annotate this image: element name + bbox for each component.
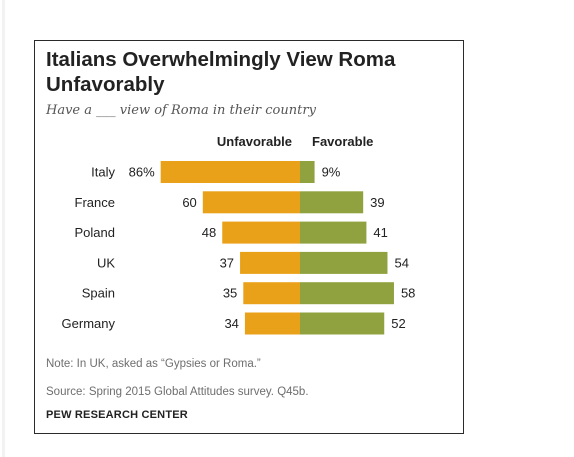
bar-favorable-germany bbox=[300, 312, 385, 335]
category-label-spain: Spain bbox=[82, 286, 115, 301]
bar-favorable-france bbox=[300, 191, 364, 214]
bar-unfavorable-italy bbox=[160, 161, 300, 183]
value-unfavorable-germany: 34 bbox=[224, 316, 238, 331]
bar-favorable-italy bbox=[300, 161, 315, 183]
value-unfavorable-italy: 86% bbox=[129, 165, 155, 180]
bar-favorable-poland bbox=[300, 221, 367, 244]
chart-subtitle: Have a ___ view of Roma in their country bbox=[46, 103, 316, 118]
value-favorable-poland: 41 bbox=[373, 225, 387, 240]
value-unfavorable-france: 60 bbox=[182, 195, 196, 210]
chart-title: Italians Overwhelmingly View Roma Unfavo… bbox=[46, 48, 396, 96]
bar-unfavorable-uk bbox=[240, 251, 300, 274]
category-label-uk: UK bbox=[97, 255, 115, 270]
category-label-poland: Poland bbox=[75, 225, 115, 240]
chart-card: Italians Overwhelmingly View Roma Unfavo… bbox=[34, 40, 464, 434]
value-favorable-uk: 54 bbox=[394, 255, 408, 270]
bar-unfavorable-poland bbox=[222, 221, 300, 244]
value-favorable-spain: 58 bbox=[401, 286, 415, 301]
value-unfavorable-uk: 37 bbox=[220, 255, 234, 270]
value-favorable-germany: 52 bbox=[391, 316, 405, 331]
legend-favorable: Favorable bbox=[312, 134, 373, 149]
category-label-germany: Germany bbox=[62, 316, 116, 331]
category-label-italy: Italy bbox=[91, 165, 115, 180]
bar-unfavorable-germany bbox=[244, 312, 300, 335]
value-unfavorable-poland: 48 bbox=[202, 225, 216, 240]
legend-unfavorable: Unfavorable bbox=[217, 134, 292, 149]
category-label-france: France bbox=[75, 195, 115, 210]
bar-favorable-uk bbox=[300, 251, 388, 274]
bar-favorable-spain bbox=[300, 282, 394, 305]
chart-source: Source: Spring 2015 Global Attitudes sur… bbox=[46, 386, 309, 398]
value-favorable-italy: 9% bbox=[322, 165, 341, 180]
value-unfavorable-spain: 35 bbox=[223, 286, 237, 301]
bar-unfavorable-spain bbox=[243, 282, 300, 305]
chart-note: Note: In UK, asked as “Gypsies or Roma.” bbox=[46, 358, 261, 370]
value-favorable-france: 39 bbox=[370, 195, 384, 210]
brand-name: PEW RESEARCH CENTER bbox=[46, 409, 188, 421]
page-edge-rule bbox=[2, 0, 5, 457]
diverging-bar-chart: Unfavorable Favorable 86% 9% Italy 60 39 France… bbox=[62, 134, 415, 335]
bar-unfavorable-france bbox=[202, 191, 300, 214]
